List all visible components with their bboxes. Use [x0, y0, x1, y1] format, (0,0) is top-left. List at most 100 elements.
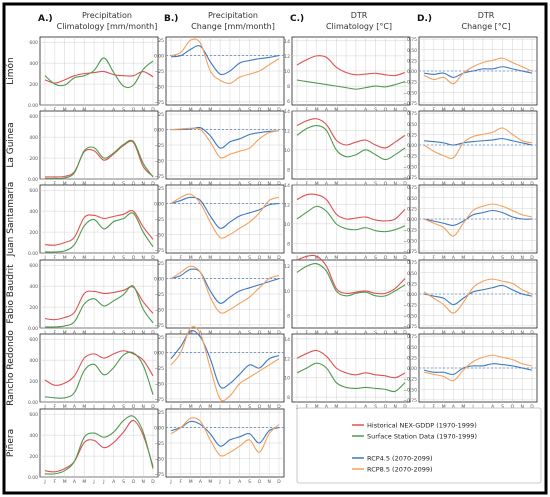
- x-tick-label: A: [325, 330, 329, 336]
- x-tick-label: J: [354, 107, 356, 113]
- y-tick-label: 400: [29, 209, 38, 215]
- y-tick-label: 400: [29, 284, 38, 290]
- x-tick-label: S: [374, 404, 377, 410]
- y-tick-label: 10: [284, 148, 290, 154]
- x-tick-label: O: [258, 330, 262, 336]
- y-tick-label: 200: [29, 454, 38, 460]
- column-title: Climatology [°C]: [326, 22, 392, 31]
- y-tick-label: 8: [287, 167, 290, 173]
- column-title: DTR: [351, 11, 368, 20]
- x-tick-label: M: [189, 255, 193, 261]
- x-tick-label: D: [403, 255, 407, 261]
- y-tick-label: −50: [155, 84, 165, 90]
- x-tick-label: A: [491, 404, 495, 410]
- x-tick-label: S: [374, 107, 377, 113]
- x-tick-label: J: [169, 255, 171, 261]
- y-tick-label: 25: [158, 261, 164, 267]
- series-line: [423, 138, 533, 146]
- x-tick-label: F: [306, 255, 309, 261]
- y-tick-label: 0.75: [407, 111, 417, 117]
- column-letter: B.): [164, 14, 178, 24]
- series-line: [44, 212, 154, 253]
- x-tick-label: M: [189, 479, 193, 485]
- x-tick-label: A: [238, 181, 242, 187]
- y-tick-label: −0.50: [403, 238, 417, 244]
- x-tick-label: A: [325, 404, 329, 410]
- legend-label: RCP4.5 (2070-2099): [367, 455, 433, 463]
- x-tick-label: J: [295, 107, 297, 113]
- x-tick-label: A: [238, 404, 242, 410]
- x-tick-label: O: [258, 404, 262, 410]
- x-tick-label: M: [189, 330, 193, 336]
- x-tick-label: M: [63, 404, 67, 410]
- y-tick-label: 400: [29, 433, 38, 439]
- x-tick-label: M: [334, 181, 338, 187]
- x-tick-label: M: [63, 330, 67, 336]
- x-tick-label: N: [520, 330, 523, 336]
- x-tick-label: F: [433, 255, 436, 261]
- y-tick-label: 0.00: [407, 366, 417, 372]
- y-tick-label: 10: [284, 289, 290, 295]
- x-tick-label: D: [151, 479, 155, 485]
- x-tick-label: A: [491, 181, 495, 187]
- x-tick-label: J: [471, 181, 473, 187]
- x-tick-label: J: [102, 330, 104, 336]
- column-title: Climatology [mm/month]: [57, 22, 158, 31]
- station-label: Limón: [5, 57, 16, 85]
- x-tick-label: O: [132, 404, 136, 410]
- x-tick-label: A: [325, 107, 329, 113]
- x-tick-label: A: [73, 181, 77, 187]
- y-tick-label: −50: [155, 232, 165, 238]
- y-tick-label: 0.00: [28, 400, 38, 406]
- x-tick-label: F: [433, 404, 436, 410]
- x-tick-label: A: [238, 255, 242, 261]
- panel: 250.00−25−50−75J F M A M J J A S O N D: [154, 110, 285, 187]
- x-tick-label: M: [82, 255, 86, 261]
- panel-frame: [39, 110, 159, 180]
- series-line: [423, 363, 533, 376]
- x-tick-label: N: [141, 181, 144, 187]
- x-tick-label: M: [63, 255, 67, 261]
- x-tick-label: S: [122, 404, 125, 410]
- x-tick-label: J: [481, 107, 483, 113]
- x-tick-label: A: [364, 107, 368, 113]
- x-tick-label: M: [189, 404, 193, 410]
- panel-frame: [39, 333, 159, 403]
- y-tick-label: 25: [158, 186, 164, 192]
- panel: 250.00−25−50−75J F M A M J J A S O N D: [154, 184, 285, 261]
- x-tick-label: S: [248, 107, 251, 113]
- y-tick-label: 14: [284, 39, 290, 45]
- y-tick-label: 0.50: [407, 345, 417, 351]
- y-tick-label: 0.00: [154, 351, 164, 357]
- x-tick-label: J: [92, 255, 94, 261]
- x-tick-label: N: [520, 107, 523, 113]
- series-line: [170, 325, 280, 402]
- x-tick-label: J: [295, 255, 297, 261]
- x-tick-label: O: [511, 107, 515, 113]
- panel: 0.750.500.250.00−0.25−0.50−0.75J F M A M J J A S…: [403, 259, 538, 336]
- x-tick-label: N: [267, 181, 270, 187]
- x-tick-label: A: [73, 255, 77, 261]
- x-tick-label: J: [354, 404, 356, 410]
- y-tick-label: 600: [29, 337, 38, 343]
- x-tick-label: A: [238, 330, 242, 336]
- x-tick-label: M: [442, 181, 446, 187]
- x-tick-label: M: [461, 107, 465, 113]
- y-tick-label: 400: [29, 61, 38, 67]
- y-tick-label: 10: [284, 376, 290, 382]
- x-tick-label: O: [258, 255, 262, 261]
- panel: 250.00−25−50−75J F M A M J J A S O N D: [154, 259, 285, 336]
- y-tick-label: 8: [287, 395, 290, 401]
- y-tick-label: 12: [284, 54, 290, 60]
- x-tick-label: N: [393, 255, 396, 261]
- x-tick-label: J: [228, 479, 230, 485]
- x-tick-label: S: [248, 330, 251, 336]
- x-tick-label: N: [267, 107, 270, 113]
- x-tick-label: A: [364, 330, 368, 336]
- x-tick-label: J: [422, 107, 424, 113]
- x-tick-label: M: [63, 107, 67, 113]
